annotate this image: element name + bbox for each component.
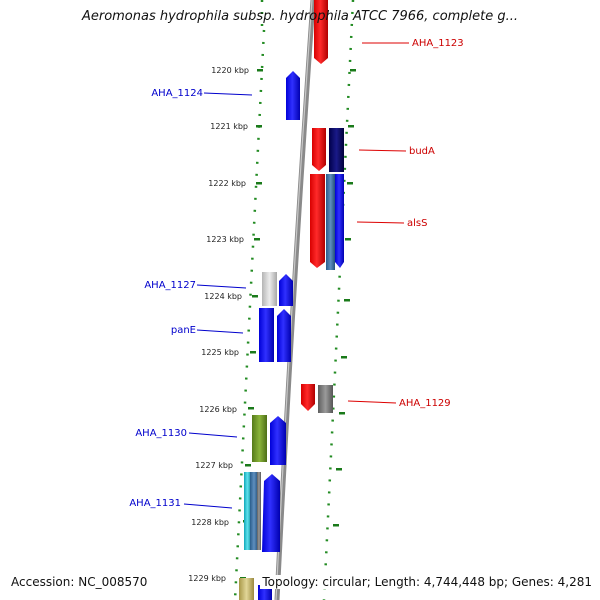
- scale-label: 1220 kbp: [211, 66, 249, 75]
- scale-label: 1224 kbp: [204, 292, 242, 301]
- outer-tick: [345, 238, 351, 241]
- gene-aha-1130[interactable]: [252, 415, 267, 462]
- backbone-line: [274, 0, 316, 600]
- scale-tick: [254, 238, 260, 241]
- gene-aha-1127-b[interactable]: [279, 274, 293, 306]
- scale-tick: [248, 407, 254, 410]
- label-aha-1127[interactable]: AHA_1127: [144, 280, 196, 291]
- gene-aha-1131-b[interactable]: [262, 474, 280, 552]
- map-title: Aeromonas hydrophila subsp. hydrophila A…: [81, 9, 519, 24]
- scale-tick: [252, 295, 258, 298]
- gene-aha-1130-b[interactable]: [270, 416, 286, 465]
- gene-alss[interactable]: [310, 174, 325, 268]
- leader-aha-1127: [196, 284, 247, 289]
- gene-aha-1131-mid[interactable]: [250, 472, 258, 550]
- leader-aha-1130: [188, 432, 238, 438]
- outer-tick: [347, 182, 353, 185]
- scale-tick: [250, 351, 256, 354]
- gene-khaki[interactable]: [239, 578, 254, 600]
- scale-tick: [245, 464, 251, 467]
- leader-alss: [356, 221, 405, 224]
- label-aha-1124[interactable]: AHA_1124: [151, 88, 203, 99]
- forward-strand-features: [239, 71, 300, 600]
- scale-labels: 1220 kbp 1221 kbp 1222 kbp 1223 kbp 1224…: [188, 66, 249, 583]
- gene-aha-1127[interactable]: [262, 272, 277, 306]
- scale-label: 1227 kbp: [195, 461, 233, 470]
- scale-label: 1225 kbp: [201, 348, 239, 357]
- label-buda[interactable]: budA: [409, 146, 435, 157]
- gene-aha-1131-cyan[interactable]: [244, 472, 251, 550]
- gene-alss-partner[interactable]: [326, 174, 335, 270]
- genome-summary: Topology: circular; Length: 4,744,448 bp…: [260, 575, 594, 589]
- scale-label: 1226 kbp: [199, 405, 237, 414]
- gene-aha-1131-gray[interactable]: [257, 472, 261, 550]
- leader-aha-1124: [203, 92, 253, 96]
- label-aha-1129[interactable]: AHA_1129: [399, 398, 451, 409]
- gene-buda[interactable]: [312, 128, 326, 171]
- feature-labels: AHA_1123 AHA_1124 budA alsS AHA_1127 pan…: [129, 38, 463, 509]
- leader-pane: [196, 329, 244, 334]
- outer-tick: [336, 468, 342, 471]
- gene-aha-1129[interactable]: [301, 384, 315, 411]
- leader-buda: [358, 149, 407, 152]
- outer-tick: [341, 356, 347, 359]
- outer-tick: [333, 524, 339, 527]
- scale-label: 1228 kbp: [191, 518, 229, 527]
- accession-text: Accession: NC_008570: [9, 575, 150, 589]
- leader-aha-1129: [347, 400, 397, 404]
- scale-tick: [256, 125, 262, 128]
- outer-track-dots: [322, 0, 355, 600]
- outer-tick: [348, 125, 354, 128]
- scale-tick: [257, 69, 263, 72]
- label-aha-1131[interactable]: AHA_1131: [129, 498, 181, 509]
- gene-buda-partner[interactable]: [329, 128, 344, 172]
- label-pane[interactable]: panE: [171, 325, 196, 336]
- gene-aha-1124[interactable]: [286, 71, 300, 120]
- leader-aha-1131: [183, 503, 233, 509]
- gene-pane[interactable]: [259, 308, 274, 362]
- scale-label: 1223 kbp: [206, 235, 244, 244]
- outer-tick: [350, 69, 356, 72]
- gene-alss-blue[interactable]: [335, 174, 344, 268]
- label-aha-1123[interactable]: AHA_1123: [412, 38, 464, 49]
- scale-label: 1221 kbp: [210, 122, 248, 131]
- label-leaders: [183, 42, 409, 509]
- outer-tick: [339, 412, 345, 415]
- reverse-strand-features: [301, 0, 344, 413]
- gene-pane-b[interactable]: [277, 309, 291, 362]
- outer-tick: [344, 299, 350, 302]
- gene-aha-1129-partner[interactable]: [318, 385, 333, 413]
- label-alss[interactable]: alsS: [407, 218, 427, 229]
- label-aha-1130[interactable]: AHA_1130: [135, 428, 187, 439]
- scale-tick: [256, 182, 262, 185]
- gene-aha-1123[interactable]: [314, 0, 328, 64]
- scale-label: 1229 kbp: [188, 574, 226, 583]
- scale-label: 1222 kbp: [208, 179, 246, 188]
